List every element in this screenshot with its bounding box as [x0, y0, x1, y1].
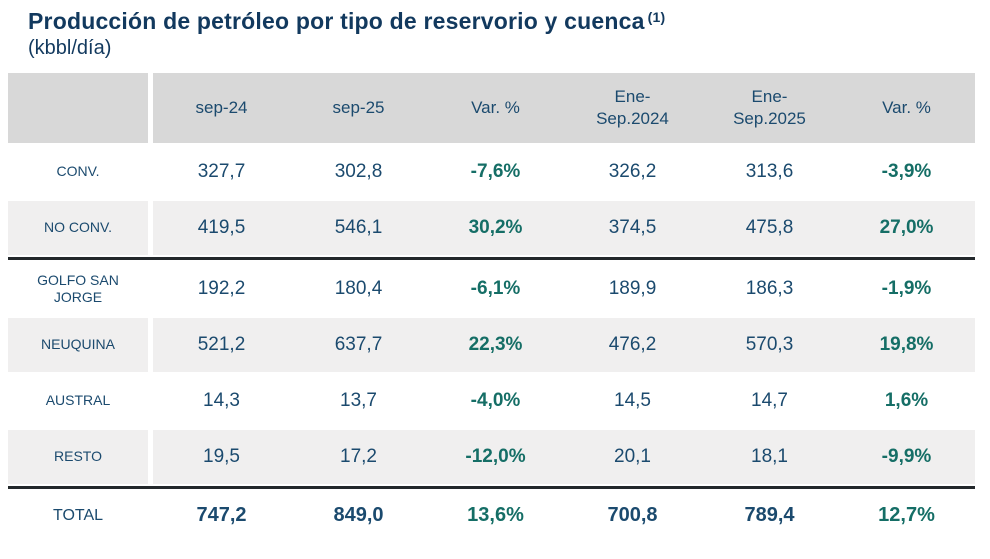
- table-header-row: sep-24 sep-25 Var. % Ene-Sep.2024 Ene-Se…: [8, 72, 975, 143]
- column-header-var-monthly: Var. %: [471, 97, 520, 117]
- cell-value: 521,2: [197, 333, 246, 355]
- column-gap: [148, 261, 153, 316]
- column-gap: [148, 144, 153, 199]
- cell-value: 849,0: [333, 504, 384, 527]
- column-gap: [148, 373, 153, 428]
- cell-value: 570,3: [745, 333, 794, 355]
- cell-variation: 27,0%: [879, 216, 934, 238]
- cell-variation: 30,2%: [468, 216, 523, 238]
- footnote-marker: (1): [647, 9, 666, 25]
- row-label: NO CONV.: [8, 200, 148, 255]
- column-gap: [148, 429, 153, 484]
- cell-value: 20,1: [614, 445, 651, 467]
- page-header: Producción de petróleo por tipo de reser…: [0, 0, 990, 60]
- cell-value: 189,9: [608, 277, 657, 299]
- table-row-no-conv: NO CONV. 419,5 546,1 30,2% 374,5 475,8 2…: [8, 200, 975, 255]
- cell-value: 19,5: [203, 445, 240, 467]
- column-header-var-ytd: Var. %: [882, 97, 931, 117]
- cell-variation: -9,9%: [881, 445, 932, 467]
- cell-value: 14,5: [614, 389, 651, 411]
- cell-variation: 12,7%: [878, 504, 935, 527]
- table-row-golfo-san-jorge: GOLFO SAN JORGE 192,2 180,4 -6,1% 189,9 …: [8, 261, 975, 316]
- section-divider: [8, 485, 975, 489]
- cell-variation: 1,6%: [884, 389, 929, 411]
- cell-value: 17,2: [340, 445, 377, 467]
- cell-variation: -1,9%: [881, 277, 932, 299]
- table-row-austral: AUSTRAL 14,3 13,7 -4,0% 14,5 14,7 1,6%: [8, 373, 975, 428]
- column-header-ene-sep-2024: Ene-Sep.2024: [596, 87, 669, 128]
- cell-value: 637,7: [334, 333, 383, 355]
- row-label: RESTO: [8, 429, 148, 484]
- section-divider: [8, 256, 975, 260]
- cell-value: 326,2: [608, 160, 657, 182]
- header-corner-cell: [8, 72, 148, 143]
- cell-value: 186,3: [745, 277, 794, 299]
- column-header-ene-sep-2025: Ene-Sep.2025: [733, 87, 806, 128]
- cell-value: 18,1: [751, 445, 788, 467]
- row-label: GOLFO SAN JORGE: [37, 271, 119, 305]
- page-title-text: Producción de petróleo por tipo de reser…: [28, 8, 645, 34]
- table-row-resto: RESTO 19,5 17,2 -12,0% 20,1 18,1 -9,9%: [8, 429, 975, 484]
- column-gap: [148, 72, 153, 143]
- cell-value: 180,4: [334, 277, 383, 299]
- table-row-conv: CONV. 327,7 302,8 -7,6% 326,2 313,6 -3,9…: [8, 144, 975, 199]
- cell-variation: -3,9%: [881, 160, 932, 182]
- cell-value: 374,5: [608, 216, 657, 238]
- cell-variation: 22,3%: [468, 333, 523, 355]
- cell-value: 475,8: [745, 216, 794, 238]
- cell-value: 700,8: [607, 504, 658, 527]
- cell-variation: 13,6%: [467, 504, 524, 527]
- cell-variation: -12,0%: [465, 445, 526, 467]
- row-label: NEUQUINA: [8, 317, 148, 372]
- cell-value: 546,1: [334, 216, 383, 238]
- cell-variation: -6,1%: [470, 277, 521, 299]
- cell-value: 747,2: [196, 504, 247, 527]
- cell-value: 789,4: [744, 504, 795, 527]
- cell-value: 14,3: [203, 389, 240, 411]
- cell-value: 313,6: [745, 160, 794, 182]
- column-header-sep25: sep-25: [332, 97, 385, 117]
- table-row-total: TOTAL 747,2 849,0 13,6% 700,8 789,4 12,7…: [8, 490, 975, 541]
- cell-value: 302,8: [334, 160, 383, 182]
- cell-value: 476,2: [608, 333, 657, 355]
- column-gap: [148, 317, 153, 372]
- page-subtitle: (kbbl/día): [28, 36, 112, 59]
- column-gap: [148, 490, 153, 541]
- column-header-sep24: sep-24: [195, 97, 248, 117]
- cell-value: 14,7: [751, 389, 788, 411]
- row-label: CONV.: [56, 163, 100, 180]
- cell-value: 13,7: [340, 389, 377, 411]
- production-table: sep-24 sep-25 Var. % Ene-Sep.2024 Ene-Se…: [8, 72, 975, 541]
- column-gap: [148, 200, 153, 255]
- row-label: AUSTRAL: [45, 392, 111, 409]
- cell-value: 192,2: [197, 277, 246, 299]
- cell-variation: -4,0%: [470, 389, 521, 411]
- row-label: TOTAL: [52, 507, 104, 524]
- page-title: Producción de petróleo por tipo de reser…: [28, 8, 990, 36]
- table-row-neuquina: NEUQUINA 521,2 637,7 22,3% 476,2 570,3 1…: [8, 317, 975, 372]
- cell-value: 327,7: [197, 160, 246, 182]
- cell-value: 419,5: [197, 216, 246, 238]
- cell-variation: 19,8%: [879, 333, 934, 355]
- cell-variation: -7,6%: [470, 160, 521, 182]
